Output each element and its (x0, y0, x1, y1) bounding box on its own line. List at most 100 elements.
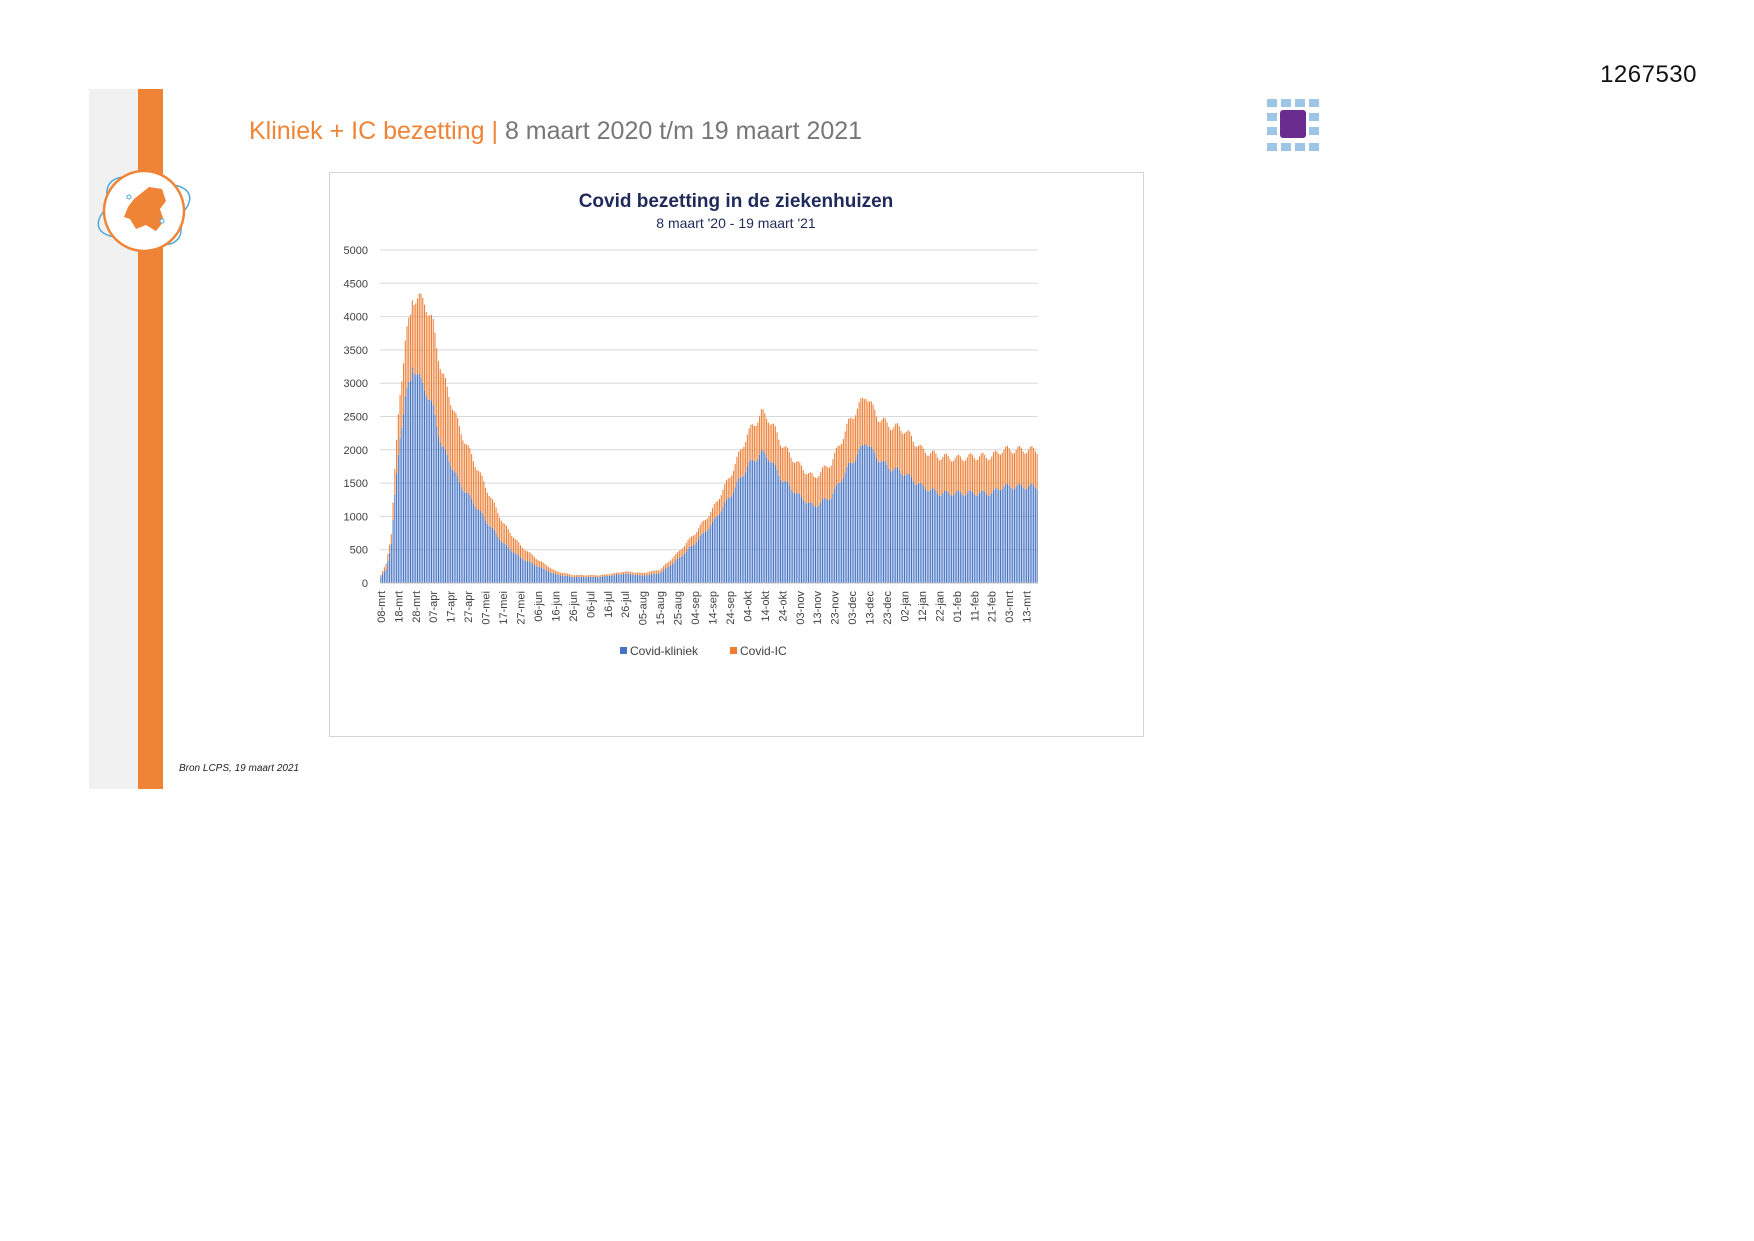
bar-covid-kliniek (471, 498, 473, 583)
bar-covid-ic (602, 574, 604, 577)
bar-covid-ic (951, 461, 953, 496)
bar-covid-ic (795, 461, 797, 494)
bar-covid-kliniek (502, 543, 504, 583)
bar-covid-ic (755, 425, 757, 462)
bar-covid-ic (492, 499, 494, 528)
bar-covid-kliniek (684, 553, 686, 583)
bar-covid-kliniek (965, 495, 967, 583)
bar-covid-ic (760, 409, 762, 451)
bar-covid-kliniek (654, 573, 656, 583)
legend-swatch (620, 647, 627, 654)
slide-title: Kliniek + IC bezetting | 8 maart 2020 t/… (249, 117, 862, 146)
bar-covid-ic (581, 574, 583, 577)
bar-covid-ic (638, 572, 640, 576)
bar-covid-ic (678, 550, 680, 558)
bar-covid-ic (961, 459, 963, 495)
bar-covid-ic (596, 575, 598, 578)
bar-covid-ic (807, 473, 810, 503)
bar-covid-kliniek (869, 446, 871, 583)
bar-covid-kliniek (713, 518, 715, 583)
bar-covid-kliniek (807, 502, 810, 583)
bar-covid-ic (670, 560, 672, 566)
bar-covid-kliniek (816, 506, 818, 583)
bar-covid-kliniek (872, 449, 874, 583)
bar-covid-ic (926, 455, 928, 492)
bar-covid-kliniek (828, 499, 830, 583)
bar-covid-kliniek (809, 502, 811, 583)
bar-covid-kliniek (666, 567, 668, 583)
x-tick-label: 13-mrt (1022, 591, 1034, 623)
bar-covid-kliniek (736, 482, 738, 583)
bar-covid-kliniek (820, 502, 822, 583)
bar-covid-kliniek (755, 461, 757, 583)
bar-covid-kliniek (530, 562, 532, 583)
bar-covid-kliniek (617, 574, 619, 583)
bar-covid-kliniek (944, 490, 946, 583)
slide: Kliniek + IC bezetting | 8 maart 2020 t/… (89, 89, 1329, 789)
bar-covid-ic (1015, 449, 1017, 487)
bar-covid-kliniek (610, 575, 612, 583)
x-tick-label: 17-apr (446, 591, 458, 623)
bar-covid-ic (937, 457, 939, 494)
bar-covid-kliniek (884, 461, 886, 583)
bar-covid-kliniek (999, 490, 1001, 583)
bar-covid-kliniek (837, 483, 839, 583)
bar-covid-ic (654, 570, 656, 574)
bar-covid-ic (905, 431, 907, 475)
bar-covid-ic (1006, 445, 1008, 484)
bar-covid-ic (989, 459, 991, 496)
bar-covid-kliniek (956, 490, 958, 583)
bar-covid-kliniek (931, 488, 933, 583)
bar-covid-kliniek (783, 481, 785, 583)
bar-covid-ic (748, 428, 750, 463)
bar-covid-kliniek (727, 497, 729, 583)
bar-covid-kliniek (724, 502, 726, 583)
bar-covid-kliniek (553, 573, 555, 583)
bar-covid-kliniek (1001, 488, 1003, 583)
bar-covid-ic (608, 574, 611, 576)
bar-covid-ic (535, 559, 537, 566)
bar-covid-ic (476, 470, 478, 510)
bar-covid-kliniek (795, 493, 797, 583)
bar-covid-ic (598, 575, 600, 578)
bar-covid-kliniek (958, 490, 960, 583)
bar-covid-kliniek (574, 577, 576, 583)
bar-covid-ic (684, 545, 686, 554)
x-tick-label: 28-mrt (411, 591, 423, 623)
bar-covid-kliniek (401, 427, 403, 583)
bar-covid-kliniek (521, 558, 523, 583)
x-tick-label: 01-feb (952, 591, 964, 622)
bar-covid-ic (848, 418, 850, 464)
x-tick-label: 04-okt (742, 591, 754, 622)
bar-covid-ic (652, 570, 654, 574)
bar-covid-kliniek (708, 528, 710, 583)
bar-covid-kliniek (928, 491, 930, 583)
bar-covid-ic (783, 447, 785, 482)
bar-covid-kliniek (670, 565, 672, 583)
bar-covid-kliniek (743, 475, 745, 583)
x-tick-label: 07-apr (428, 591, 440, 623)
bar-covid-kliniek (877, 461, 879, 583)
bar-covid-ic (532, 555, 534, 564)
bar-covid-ic (1017, 446, 1019, 485)
bar-covid-ic (691, 536, 693, 546)
bar-covid-ic (677, 552, 679, 559)
bar-covid-kliniek (1020, 485, 1022, 583)
bar-covid-kliniek (596, 577, 598, 583)
bar-covid-kliniek (729, 497, 731, 583)
bar-covid-ic (874, 409, 876, 454)
bar-covid-ic (816, 477, 818, 507)
bar-covid-kliniek (678, 557, 680, 583)
bar-covid-ic (750, 424, 752, 460)
bar-covid-ic (437, 361, 439, 437)
bar-covid-kliniek (773, 462, 775, 583)
bar-covid-ic (975, 460, 977, 496)
bar-covid-ic (390, 534, 392, 544)
bar-covid-kliniek (750, 459, 752, 583)
bar-covid-kliniek (1024, 489, 1026, 583)
bar-covid-kliniek (647, 575, 649, 583)
bar-covid-ic (800, 465, 803, 497)
bar-covid-ic (781, 448, 783, 483)
bar-covid-ic (706, 518, 708, 531)
bar-covid-kliniek (856, 454, 858, 583)
